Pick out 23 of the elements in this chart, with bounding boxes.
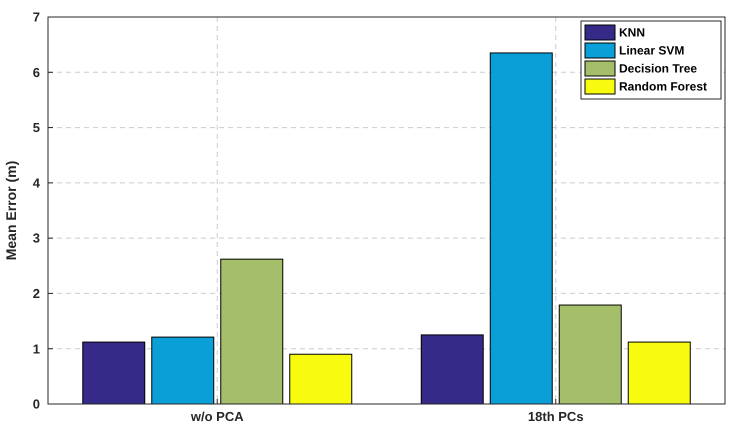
y-tick-label: 6 [32,64,40,80]
bar [490,52,553,404]
bar [82,342,146,404]
y-tick-label: 3 [32,230,40,246]
legend-label: Decision Tree [619,62,698,76]
y-tick-label: 1 [32,341,40,356]
y-tick-label: 2 [32,286,40,301]
bar [220,258,284,404]
legend-label: Random Forest [619,80,708,94]
legend-label: KNN [619,26,645,40]
legend-label: Linear SVM [619,44,684,58]
y-tick-label: 0 [32,396,40,412]
bar [558,304,622,404]
y-tick-label: 5 [32,120,40,136]
bar [151,336,214,404]
bar [628,342,691,404]
y-tick-label: 4 [32,175,41,190]
bar [420,334,484,404]
x-tick-label: w/o PCA [190,409,244,424]
x-tick-label: 18th PCs [528,409,584,424]
bar [289,354,352,404]
y-tick-label: 7 [32,10,40,25]
y-axis-title: Mean Error (m) [3,160,19,260]
